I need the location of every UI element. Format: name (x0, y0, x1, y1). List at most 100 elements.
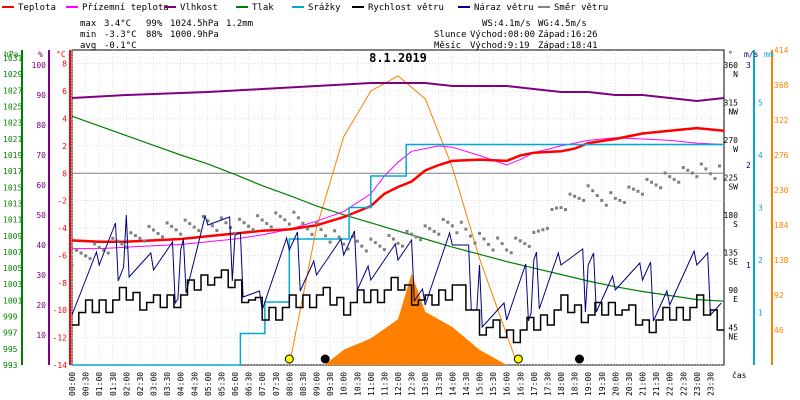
direction-point (405, 229, 409, 233)
time-tick: 14:30 (462, 372, 471, 396)
direction-point (641, 192, 644, 196)
direction-point (654, 183, 658, 187)
radiation-tick: 230 (774, 186, 789, 195)
direction-point (106, 251, 110, 255)
direction-point (201, 215, 205, 219)
series-layer (70, 75, 725, 366)
legend: Teplota Přízemní teplota Vlhkost Tlak Srážky… (2, 3, 608, 13)
direction-point (428, 227, 432, 231)
pressure-tick: 1017 (3, 167, 22, 176)
time-tick: 18:30 (571, 372, 580, 396)
direction-point (256, 214, 260, 218)
time-tick: 09:30 (326, 372, 335, 396)
direction-tick: 135 (724, 249, 739, 258)
humidity-tick: 90 (36, 91, 46, 100)
time-tick: 04:00 (177, 372, 186, 396)
time-tick: 21:00 (639, 372, 648, 396)
unit-mm: mm (764, 50, 774, 59)
temperature-tick: 8 (62, 60, 67, 69)
stat-min-label: min (80, 30, 96, 40)
direction-tick-dir: N (733, 70, 738, 79)
pressure-tick: 1019 (3, 151, 22, 160)
pressure-tick: 995 (3, 345, 18, 354)
direction-tick-dir: S (733, 220, 738, 229)
direction-point (414, 235, 418, 239)
time-tick: 00:30 (82, 372, 91, 396)
temperature-tick: 6 (62, 87, 67, 96)
unit-degc: °C (56, 50, 66, 59)
direction-point (179, 232, 183, 236)
direction-point (124, 246, 128, 249)
rain-tick: 2 (758, 256, 763, 265)
pressure-tick: 1021 (3, 135, 22, 144)
time-tick: 13:30 (435, 372, 444, 396)
pressure-tick: 1031 (3, 54, 22, 63)
time-tick: 20:30 (625, 372, 634, 396)
time-tick: 20:00 (611, 372, 620, 396)
direction-point (568, 192, 572, 196)
direction-point (627, 185, 631, 189)
time-tick: 19:30 (598, 372, 607, 396)
direction-point (618, 198, 622, 202)
direction-point (305, 227, 309, 231)
direction-point (369, 237, 373, 241)
info-moon-rise: Východ:9:19 (470, 41, 530, 51)
time-tick: 10:30 (353, 372, 362, 396)
direction-point (238, 217, 242, 221)
direction-point (197, 229, 201, 233)
time-tick: 16:30 (516, 372, 525, 396)
direction-point (242, 221, 246, 225)
direction-point (147, 224, 151, 228)
direction-point (554, 206, 558, 210)
sunrise-marker (284, 354, 294, 364)
pressure-tick: 1001 (3, 296, 22, 305)
direction-point (391, 237, 395, 241)
pressure-tick: 1023 (3, 119, 22, 128)
direction-tick-dir: SE (728, 258, 738, 267)
direction-point (192, 225, 196, 229)
rain-line (72, 143, 724, 366)
direction-point (473, 241, 477, 245)
direction-point (496, 236, 500, 240)
direction-point (577, 196, 581, 200)
direction-point (491, 248, 495, 252)
time-tick: 01:30 (109, 372, 118, 396)
legend-label: Směr větru (554, 3, 608, 13)
wind-tick: 3 (746, 61, 751, 70)
radiation-tick: 138 (774, 256, 789, 265)
unit-pct: % (38, 50, 43, 59)
direction-point (500, 242, 504, 246)
direction-point (450, 224, 454, 228)
direction-point (219, 216, 223, 220)
direction-point (129, 231, 133, 235)
stat-max-hum: 99% (146, 19, 163, 29)
time-tick: 05:30 (217, 372, 226, 396)
direction-point (396, 241, 400, 245)
humidity-tick: 50 (36, 211, 46, 220)
time-tick: 10:00 (340, 372, 349, 396)
time-tick: 02:00 (122, 372, 131, 396)
direction-point (333, 229, 337, 233)
direction-point (152, 228, 155, 232)
radiation-tick: 184 (774, 221, 789, 230)
direction-point (79, 251, 83, 255)
time-tick: 23:30 (706, 372, 715, 396)
direction-tick-dir: W (733, 145, 738, 154)
direction-point (360, 244, 364, 248)
time-tick: 05:00 (204, 372, 213, 396)
direction-point (142, 239, 146, 243)
radiation-tick: 276 (774, 151, 789, 160)
direction-tick: 360 (724, 61, 739, 70)
legend-label: Náraz větru (474, 3, 534, 13)
direction-point (274, 211, 278, 215)
direction-point (509, 251, 513, 255)
pressure-tick: 993 (3, 361, 18, 370)
direction-point (622, 201, 626, 204)
direction-point (269, 225, 273, 229)
time-tick: 13:00 (421, 372, 430, 396)
legend-label: Tlak (252, 3, 274, 13)
radiation-tick: 46 (774, 326, 784, 335)
pressure-tick: 1005 (3, 264, 22, 273)
humidity-tick: 10 (36, 331, 46, 340)
direction-tick: 180 (724, 211, 739, 220)
